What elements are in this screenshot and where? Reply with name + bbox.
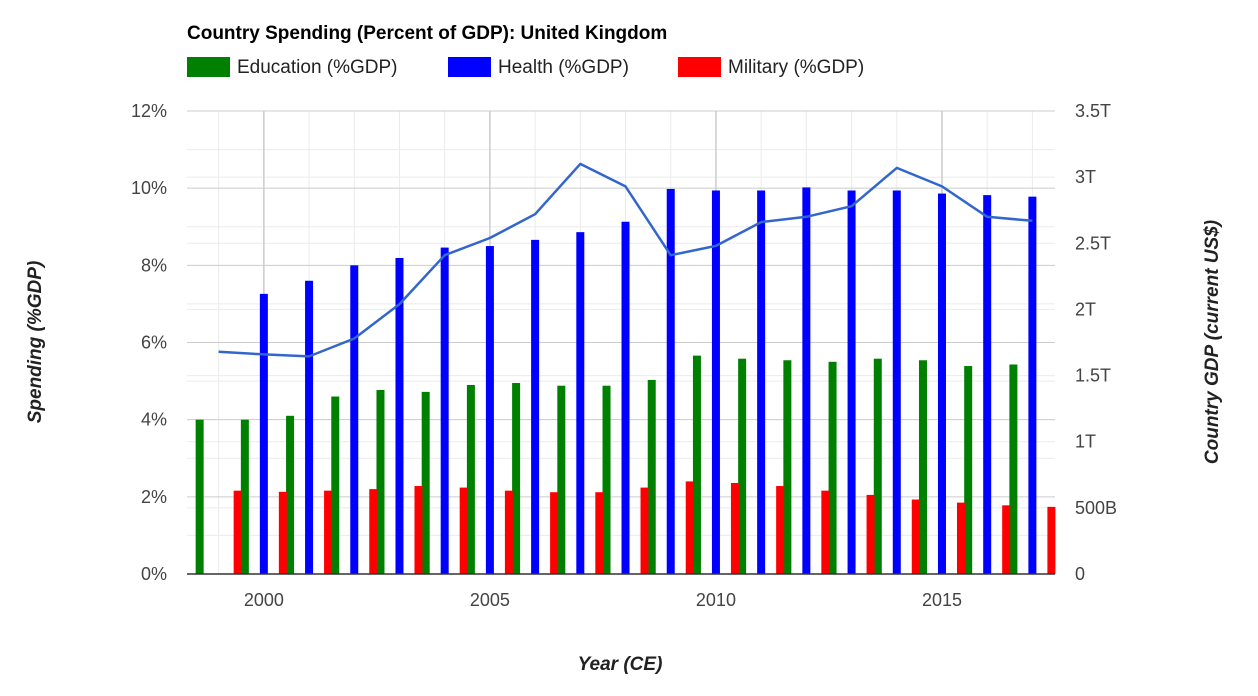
- bar-health: [531, 239, 540, 574]
- bar-military: [369, 489, 378, 574]
- bar-health: [711, 190, 720, 574]
- y-tick-label: 12%: [131, 101, 167, 121]
- bar-military: [685, 481, 694, 574]
- bar-military: [821, 490, 830, 574]
- y-axis-right-title: Country GDP (current US$): [1202, 220, 1223, 464]
- legend-swatch: [678, 57, 721, 77]
- bar-health: [485, 246, 494, 574]
- x-tick-label: 2010: [696, 590, 736, 610]
- bar-military: [1047, 506, 1056, 574]
- y2-tick-label: 1.5T: [1075, 366, 1111, 386]
- y2-tick-label: 1T: [1075, 432, 1096, 452]
- bar-education: [783, 360, 792, 574]
- bar-education: [376, 389, 385, 574]
- bar-health: [621, 221, 630, 574]
- chart-title: Country Spending (Percent of GDP): Unite…: [187, 23, 667, 44]
- bar-military: [459, 487, 468, 574]
- y2-tick-label: 2.5T: [1075, 233, 1111, 253]
- bar-military: [776, 486, 785, 574]
- bar-education: [828, 361, 837, 574]
- bar-military: [595, 492, 604, 574]
- bar-military: [730, 482, 739, 574]
- bars: [195, 187, 1056, 574]
- bar-education: [331, 396, 340, 574]
- gdp-line-layer: [218, 162, 1033, 358]
- y-tick-label: 4%: [141, 410, 167, 430]
- bar-education: [873, 358, 882, 574]
- x-axis-ticks: 2000 2005 2010 2015: [244, 590, 962, 610]
- bar-military: [278, 491, 287, 574]
- bar-military: [866, 494, 875, 574]
- y-tick-label: 2%: [141, 487, 167, 507]
- y2-tick-label: 0: [1075, 564, 1085, 584]
- bar-health: [305, 280, 314, 574]
- bar-education: [421, 391, 430, 574]
- legend-swatch: [448, 57, 491, 77]
- bar-military: [233, 490, 242, 574]
- bar-military: [911, 499, 920, 574]
- bar-health: [350, 265, 359, 574]
- bar-education: [240, 419, 249, 574]
- bar-health: [576, 232, 585, 574]
- legend: Education (%GDP) Health (%GDP) Military (%…: [187, 57, 864, 78]
- bar-military: [956, 502, 965, 574]
- bar-military: [414, 486, 423, 574]
- bar-military: [1002, 505, 1011, 574]
- legend-label: Education (%GDP): [237, 57, 398, 78]
- bar-health: [892, 190, 901, 574]
- bar-health: [666, 188, 675, 574]
- bar-education: [692, 355, 701, 574]
- x-axis-title: Year (CE): [578, 654, 663, 675]
- bar-health: [802, 187, 811, 574]
- y2-tick-label: 2T: [1075, 299, 1096, 319]
- bar-education: [918, 360, 927, 574]
- x-tick-label: 2005: [470, 590, 510, 610]
- bar-education: [195, 419, 204, 574]
- y-axis-left-ticks: 0% 2% 4% 6% 8% 10% 12%: [131, 101, 167, 584]
- legend-swatch: [187, 57, 230, 77]
- bar-health: [937, 193, 946, 574]
- legend-label: Health (%GDP): [498, 57, 629, 78]
- bar-health: [395, 258, 404, 574]
- x-tick-label: 2015: [922, 590, 962, 610]
- bar-health: [847, 190, 856, 574]
- bar-health: [440, 247, 449, 574]
- bar-education: [286, 415, 295, 574]
- bar-military: [550, 492, 559, 574]
- bar-health: [1028, 196, 1037, 574]
- bar-education: [647, 379, 656, 574]
- x-tick-label: 2000: [244, 590, 284, 610]
- y-tick-label: 8%: [141, 255, 167, 275]
- bar-education: [512, 383, 521, 574]
- y2-tick-label: 500B: [1075, 498, 1117, 518]
- y2-tick-label: 3T: [1075, 167, 1096, 187]
- bar-education: [466, 384, 475, 574]
- bar-military: [640, 487, 649, 574]
- bar-education: [557, 385, 566, 574]
- bar-health: [757, 190, 766, 574]
- bar-health: [259, 293, 268, 574]
- y-tick-label: 0%: [141, 564, 167, 584]
- bar-education: [738, 358, 747, 574]
- y-axis-right-ticks: 0 500B 1T 1.5T 2T 2.5T 3T 3.5T: [1075, 101, 1117, 584]
- bar-education: [964, 366, 973, 574]
- y-axis-left-title: Spending (%GDP): [25, 261, 46, 424]
- legend-label: Military (%GDP): [728, 57, 864, 78]
- bar-education: [602, 385, 611, 574]
- y-tick-label: 10%: [131, 178, 167, 198]
- gdp-line: [218, 162, 1033, 358]
- bar-military: [504, 490, 513, 574]
- bar-health: [983, 195, 992, 574]
- y2-tick-label: 3.5T: [1075, 101, 1111, 121]
- y-tick-label: 6%: [141, 333, 167, 353]
- bar-military: [324, 490, 333, 574]
- bar-education: [1009, 364, 1018, 574]
